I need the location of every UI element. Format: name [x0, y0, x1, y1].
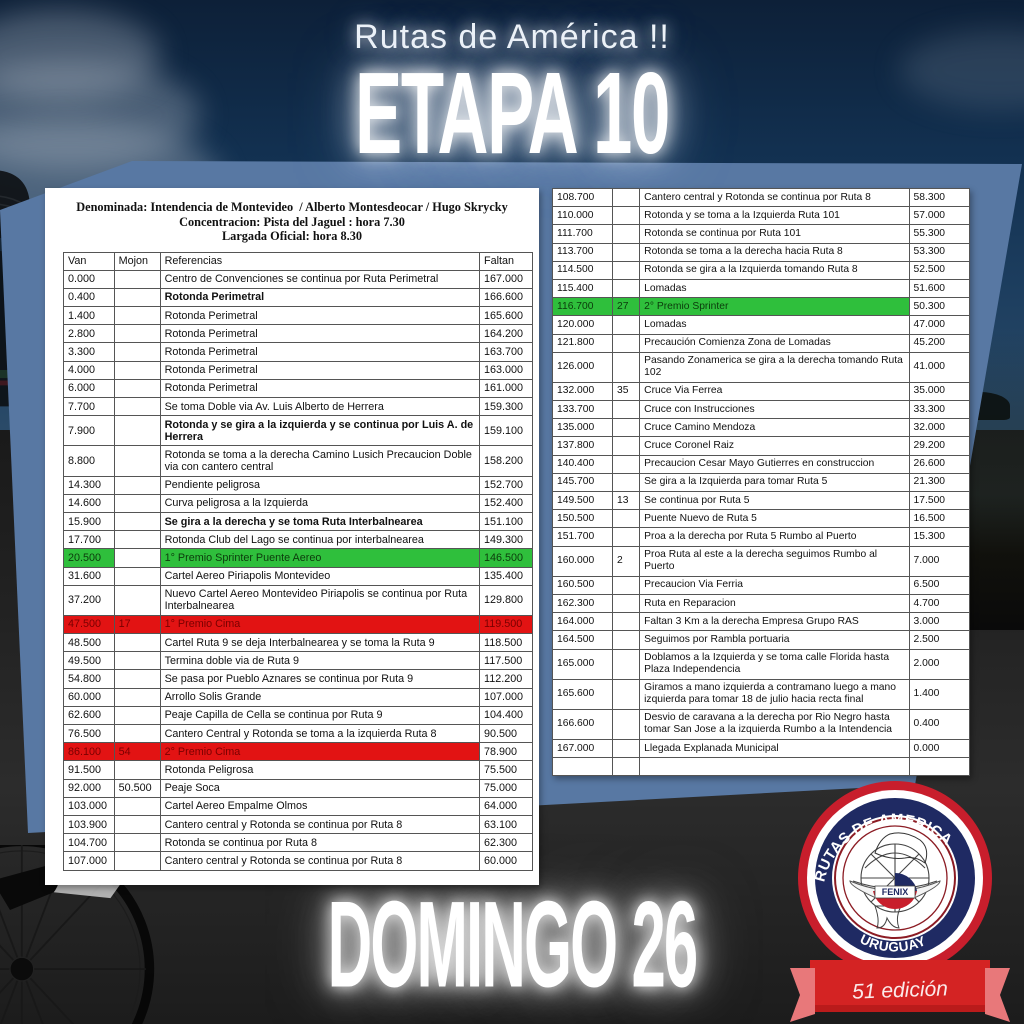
- svg-text:51 edición: 51 edición: [852, 977, 948, 1003]
- svg-text:FENIX: FENIX: [882, 887, 909, 897]
